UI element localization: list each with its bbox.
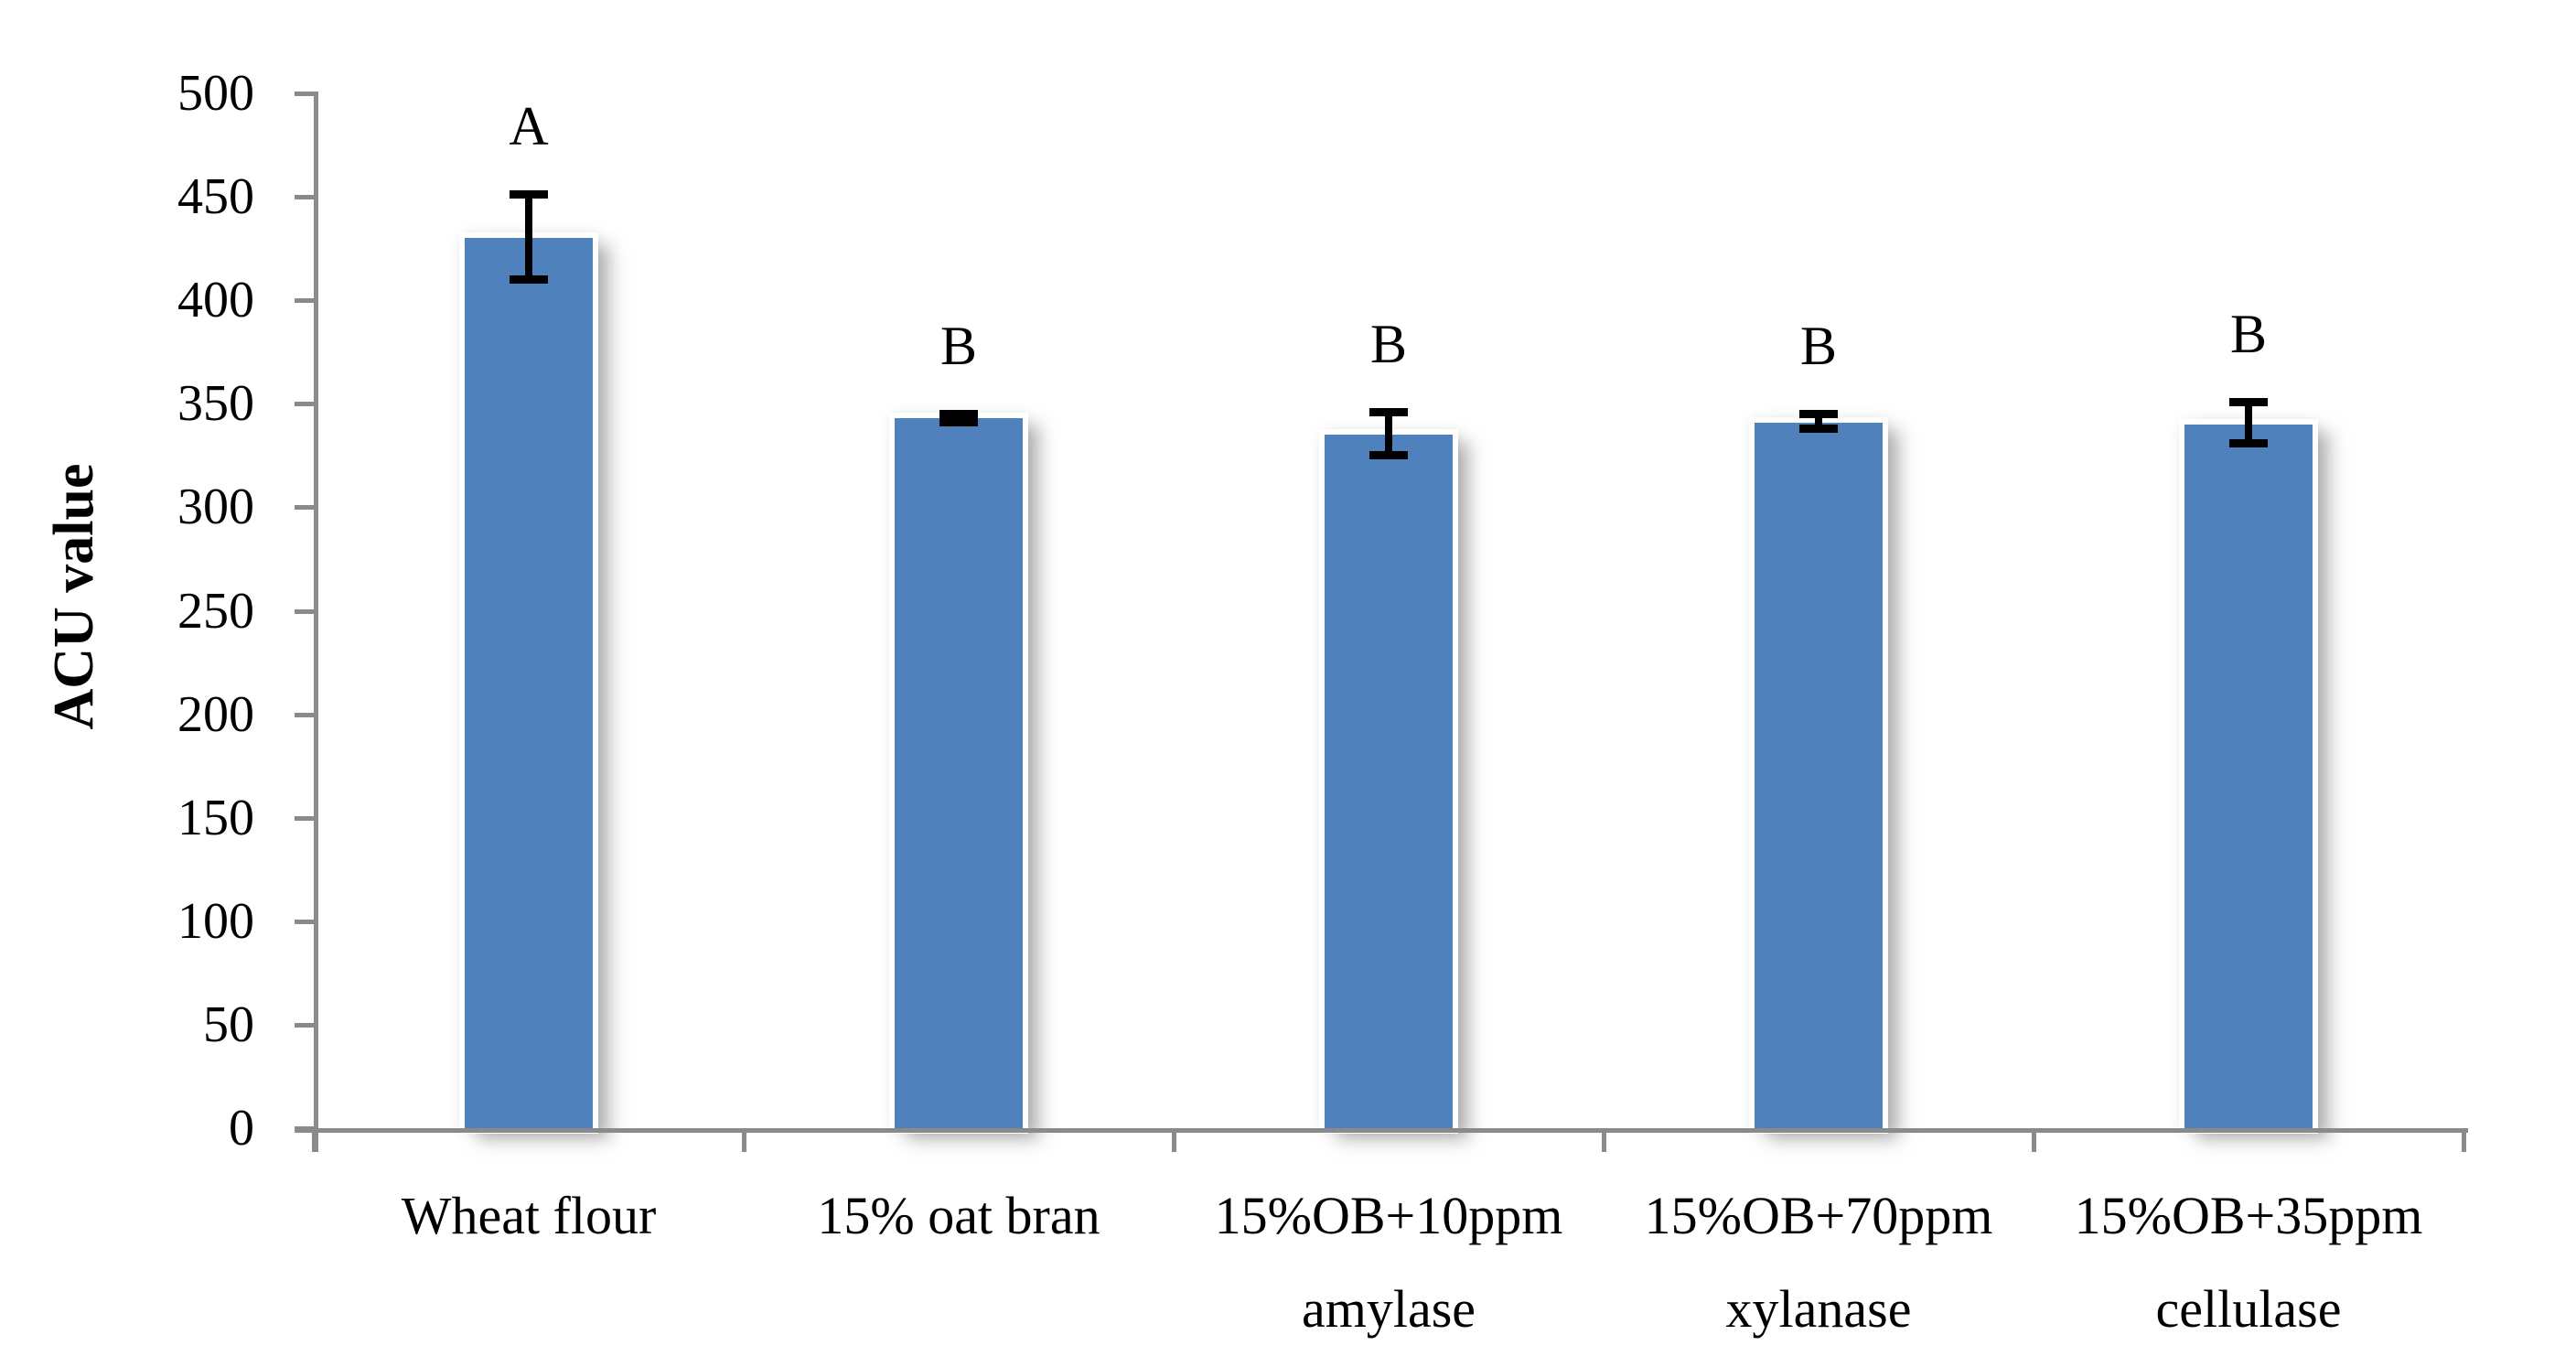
y-axis-tick-label: 50 bbox=[203, 996, 254, 1053]
bar-fill bbox=[465, 238, 593, 1128]
error-bar-line bbox=[2245, 397, 2252, 447]
error-bar bbox=[2229, 397, 2268, 447]
y-axis-tick-label: 300 bbox=[177, 479, 254, 536]
error-bar-top-cap bbox=[510, 190, 548, 199]
error-bar-bottom-cap bbox=[1369, 451, 1408, 460]
y-axis-tick-label: 350 bbox=[177, 375, 254, 433]
y-axis-tick bbox=[295, 298, 314, 304]
y-axis-tick-label: 100 bbox=[177, 892, 254, 950]
significance-letter: B bbox=[1369, 313, 1408, 374]
x-axis-tick bbox=[742, 1128, 746, 1152]
error-bar-line bbox=[525, 190, 532, 285]
error-bar-bottom-cap bbox=[1799, 424, 1838, 433]
x-axis-tick bbox=[2462, 1128, 2466, 1152]
x-axis-tick bbox=[1172, 1128, 1176, 1152]
y-axis-tick-label: 0 bbox=[229, 1100, 254, 1157]
bar bbox=[1325, 435, 1453, 1128]
error-bar bbox=[510, 190, 548, 285]
y-axis-tick-label: 400 bbox=[177, 272, 254, 329]
y-axis-tick bbox=[295, 608, 314, 614]
y-axis-tick bbox=[295, 91, 314, 96]
error-bar-top-cap bbox=[1799, 410, 1838, 419]
bar-fill bbox=[1755, 422, 1883, 1128]
x-axis-tick bbox=[2032, 1128, 2036, 1152]
error-bar-top-cap bbox=[939, 410, 978, 419]
category-label: 15%OB+70ppm xylanase bbox=[1644, 1186, 1993, 1339]
error-bar bbox=[1369, 407, 1408, 460]
significance-letter: B bbox=[2229, 303, 2268, 364]
y-axis-tick bbox=[295, 195, 314, 200]
significance-letter: B bbox=[939, 316, 978, 377]
y-axis-tick-label: 150 bbox=[177, 789, 254, 846]
significance-letter: B bbox=[1799, 316, 1838, 377]
bar-fill bbox=[1325, 435, 1453, 1128]
category-label: Wheat flour bbox=[401, 1186, 657, 1245]
y-axis-title: ACU value bbox=[43, 463, 105, 730]
bar bbox=[2184, 424, 2313, 1128]
significance-letter: A bbox=[509, 96, 549, 157]
y-axis-tick-label: 500 bbox=[177, 65, 254, 122]
bar-fill bbox=[2184, 424, 2313, 1128]
error-bar-top-cap bbox=[1369, 407, 1408, 416]
x-axis-line bbox=[295, 1128, 2468, 1133]
y-axis-tick bbox=[295, 505, 314, 511]
category-label: 15%OB+35ppm cellulase bbox=[2074, 1186, 2423, 1339]
y-axis-tick bbox=[295, 1022, 314, 1028]
y-axis-line bbox=[314, 91, 318, 1152]
category-label: 15% oat bran bbox=[817, 1186, 1100, 1245]
y-axis-tick-label: 450 bbox=[177, 168, 254, 226]
bar-fill bbox=[895, 418, 1023, 1128]
error-bar bbox=[1799, 410, 1838, 433]
x-axis-tick bbox=[1602, 1128, 1606, 1152]
y-axis-tick-label: 200 bbox=[177, 685, 254, 743]
category-label: 15%OB+10ppm amylase bbox=[1214, 1186, 1563, 1339]
y-axis-tick bbox=[295, 815, 314, 821]
error-bar-line bbox=[1815, 410, 1822, 433]
error-bar-bottom-cap bbox=[939, 418, 978, 427]
y-axis-tick bbox=[295, 919, 314, 924]
error-bar bbox=[939, 410, 978, 427]
bar bbox=[895, 418, 1023, 1128]
y-axis-tick bbox=[295, 402, 314, 407]
error-bar-bottom-cap bbox=[2229, 438, 2268, 447]
error-bar-bottom-cap bbox=[510, 275, 548, 285]
error-bar-line bbox=[955, 410, 962, 427]
y-axis-tick-label: 250 bbox=[177, 582, 254, 640]
bar bbox=[1755, 422, 1883, 1128]
error-bar-top-cap bbox=[2229, 397, 2268, 406]
bar bbox=[465, 238, 593, 1128]
error-bar-line bbox=[1385, 407, 1392, 460]
y-axis-tick bbox=[295, 712, 314, 717]
